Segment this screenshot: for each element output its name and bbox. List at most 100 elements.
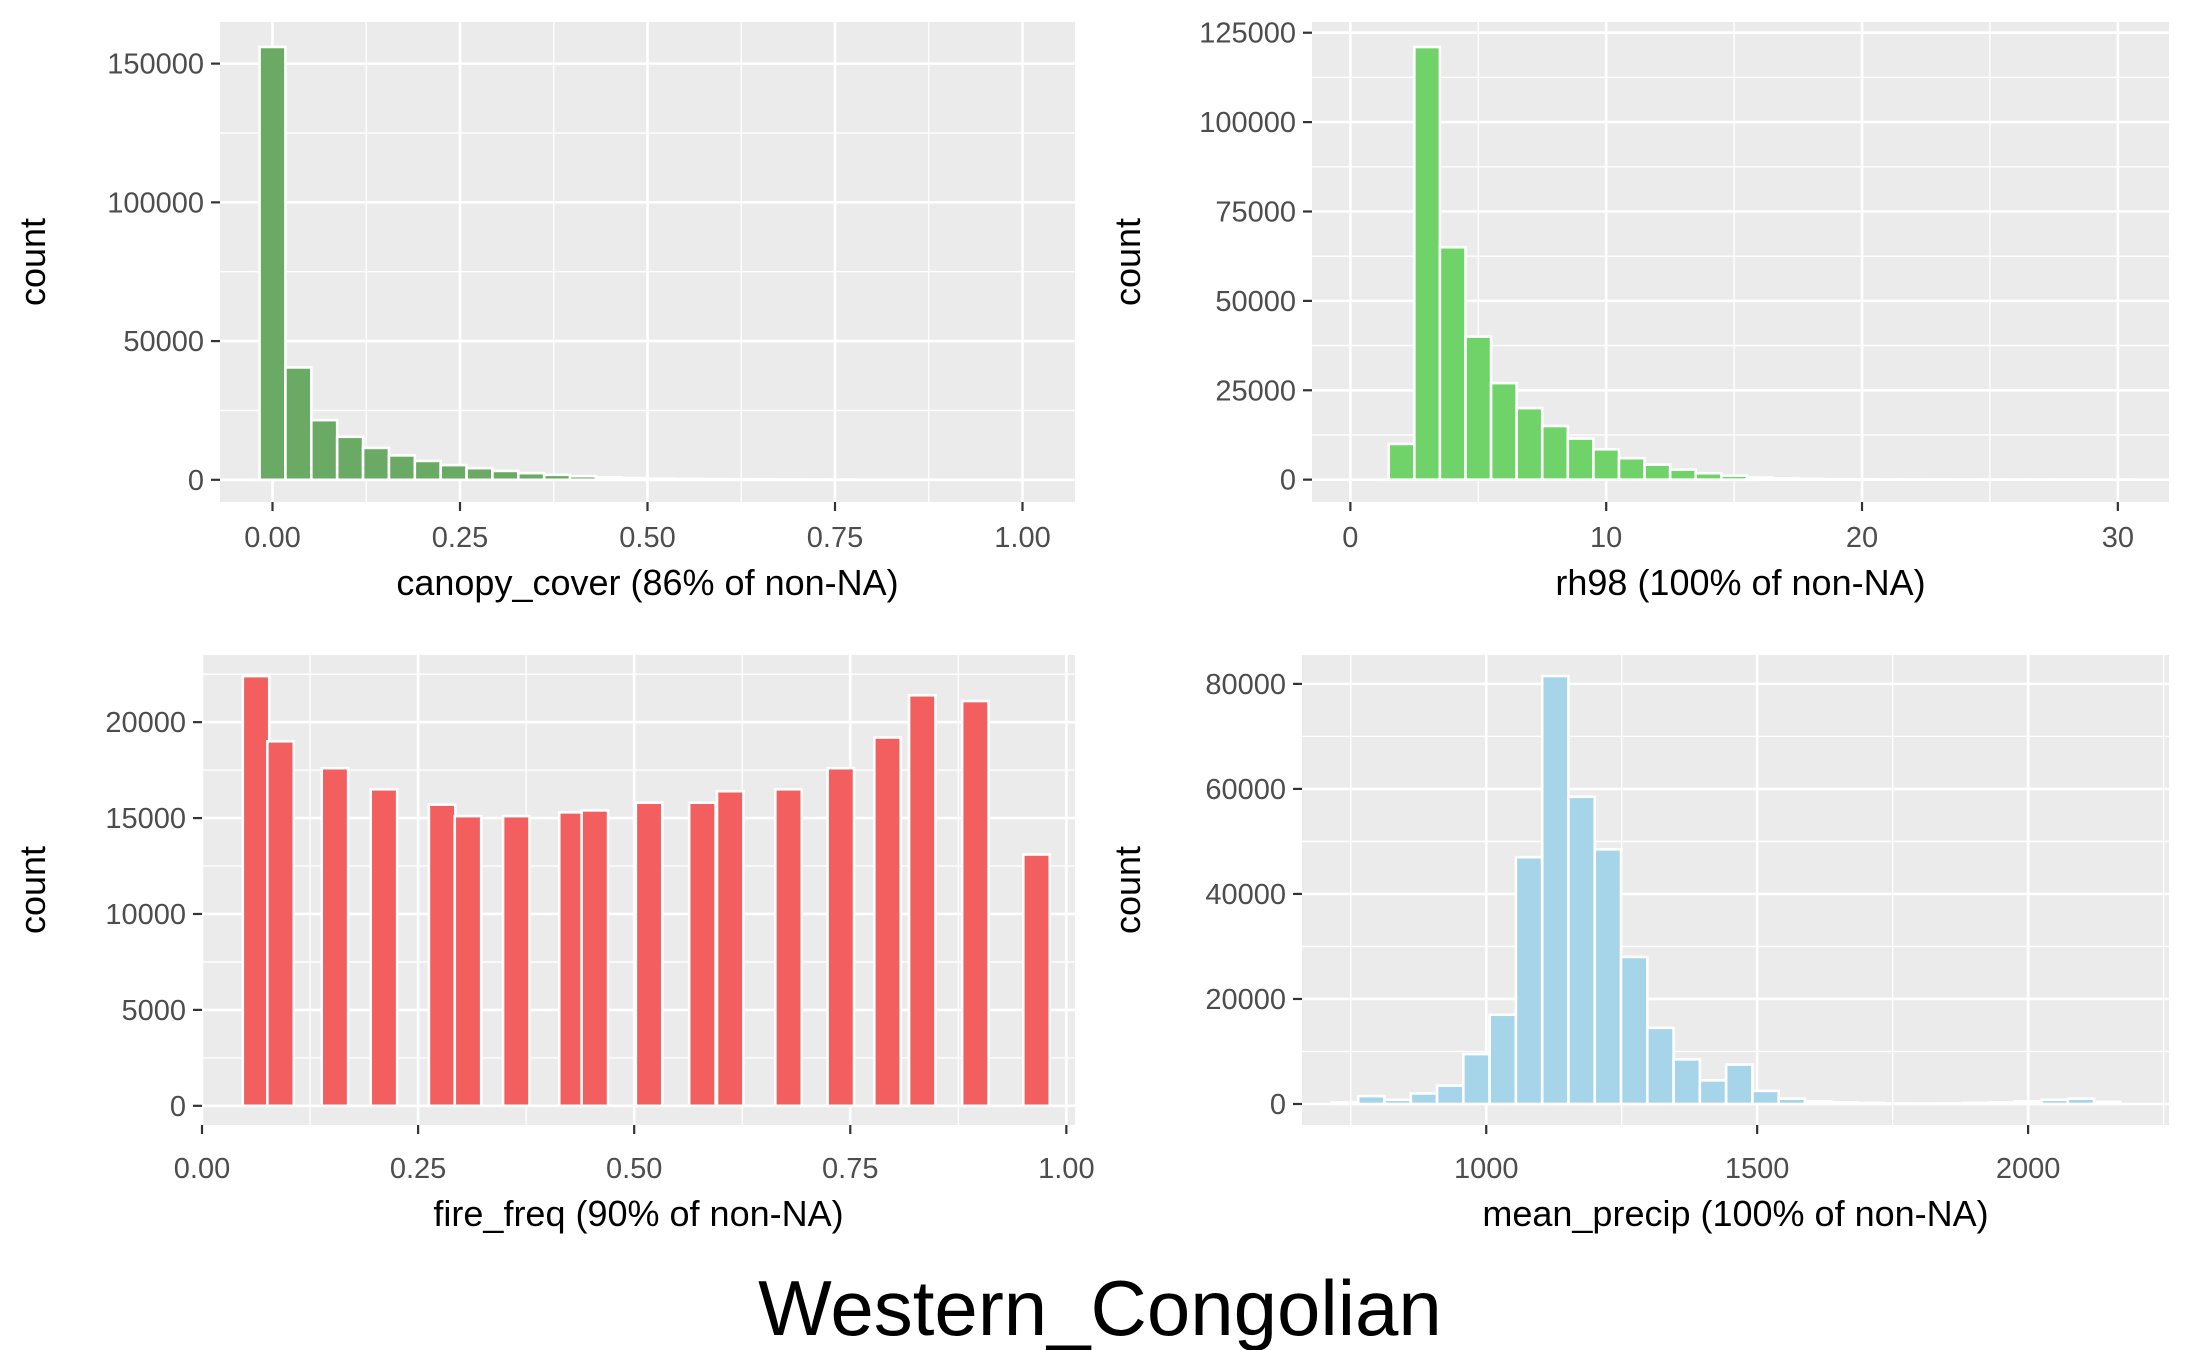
bar-fire-freq: [687, 801, 717, 1108]
bar-mean-precip: [2013, 1100, 2043, 1106]
y-axis-title: count: [1107, 846, 1148, 934]
bar-mean-precip: [1803, 1100, 1833, 1106]
y-tick-label: 20000: [1205, 984, 1286, 1016]
bar-rh98: [1464, 335, 1493, 481]
bar-canopy-cover: [594, 476, 624, 482]
y-tick-label: 0: [1270, 1089, 1286, 1121]
y-tick-label: 15000: [105, 803, 186, 835]
bar-fire-freq: [266, 740, 296, 1108]
bar-mean-precip: [1829, 1101, 1859, 1106]
y-tick-label: 100000: [107, 187, 204, 219]
bar-mean-precip: [1751, 1089, 1781, 1106]
panel-mean-precip: 1000 1500 2000020000400006000080000mean_pr…: [1107, 655, 2169, 1234]
bar-mean-precip: [2040, 1098, 2070, 1106]
x-tick-label: 10: [1590, 522, 1622, 554]
y-tick-label: 10000: [105, 899, 186, 931]
bar-canopy-cover: [724, 477, 753, 482]
bar-mean-precip: [1619, 955, 1649, 1106]
x-tick-label: 0.00: [174, 1153, 230, 1185]
bar-mean-precip: [1961, 1101, 1991, 1106]
x-tick-label: 1.00: [1038, 1153, 1094, 1185]
x-tick-label: 0.50: [619, 522, 675, 554]
x-axis-title: rh98 (100% of non-NA): [1555, 562, 1925, 603]
bar-mean-precip: [1488, 1013, 1518, 1106]
bar-canopy-cover: [413, 459, 442, 482]
bar-rh98: [1694, 471, 1723, 481]
bar-mean-precip: [1698, 1079, 1728, 1106]
x-tick-label: 1500: [1725, 1153, 1790, 1185]
y-tick-label: 25000: [1215, 375, 1296, 407]
bar-canopy-cover: [517, 471, 546, 482]
bar-canopy-cover: [310, 418, 339, 482]
x-tick-label: 2000: [1996, 1153, 2061, 1185]
y-axis-title: count: [1107, 218, 1148, 306]
figure-title: Western_Congolian: [758, 1264, 1442, 1350]
x-tick-label: 0.50: [606, 1153, 662, 1185]
y-tick-label: 40000: [1205, 879, 1286, 911]
bar-fire-freq: [427, 803, 457, 1108]
y-tick-label: 60000: [1205, 774, 1286, 806]
y-tick-label: 0: [1280, 465, 1296, 497]
y-axis-title: count: [12, 846, 53, 934]
x-tick-label: 0: [1342, 522, 1358, 554]
y-tick-label: 50000: [123, 326, 204, 358]
bar-canopy-cover: [439, 463, 468, 482]
bar-rh98: [1413, 45, 1442, 481]
panel-rh98: 0 10 20 30 0 25000 50000 75000 100000 125000 rh98 …: [1107, 18, 2169, 603]
bar-canopy-cover: [672, 477, 701, 482]
y-tick-label: 80000: [1205, 669, 1286, 701]
bar-mean-precip: [1856, 1101, 1886, 1106]
bar-rh98: [1771, 477, 1800, 481]
bar-mean-precip: [1409, 1092, 1439, 1106]
bar-mean-precip: [1882, 1102, 1912, 1106]
bar-canopy-cover: [620, 476, 649, 482]
y-tick-label: 0: [170, 1091, 186, 1123]
bar-rh98: [1796, 477, 1825, 481]
y-tick-label: 0: [188, 465, 204, 497]
panel-fire-freq: 0.00 0.25 0.50 0.75 1.00 0 5000 10000 15000 20000…: [12, 655, 1095, 1234]
bar-fire-freq: [872, 736, 903, 1108]
bar-rh98: [1540, 424, 1570, 481]
bar-fire-freq: [453, 814, 483, 1108]
bar-rh98: [1566, 437, 1595, 481]
y-tick-label: 20000: [105, 707, 186, 739]
bar-mean-precip: [1356, 1094, 1386, 1106]
x-tick-label: 0.75: [807, 522, 863, 554]
bar-canopy-cover: [335, 435, 365, 482]
x-tick-label: 0.25: [390, 1153, 446, 1185]
bar-canopy-cover: [361, 446, 391, 482]
x-tick-label: 0.00: [244, 522, 300, 554]
x-tick-label: 30: [2102, 522, 2134, 554]
x-tick-label: 1.00: [994, 522, 1050, 554]
bar-canopy-cover: [568, 474, 598, 482]
bar-mean-precip: [1540, 674, 1570, 1106]
bar-rh98: [1643, 463, 1672, 481]
bar-mean-precip: [1330, 1101, 1360, 1106]
bar-mean-precip: [1593, 848, 1623, 1106]
x-tick-label: 1000: [1454, 1153, 1519, 1185]
bar-rh98: [1720, 474, 1749, 481]
bar-mean-precip: [1383, 1098, 1413, 1106]
bar-fire-freq: [960, 699, 990, 1108]
panel-canopy-cover: 0.00 0.25 0.50 0.75 1.00 0 50000 100000 150000 ca…: [12, 22, 1075, 603]
bar-mean-precip: [1435, 1084, 1465, 1106]
plot-background: [1302, 655, 2169, 1125]
bar-mean-precip: [1724, 1063, 1754, 1106]
bar-mean-precip: [1462, 1052, 1491, 1106]
bar-fire-freq: [715, 789, 745, 1108]
bar-fire-freq: [1022, 853, 1052, 1108]
y-tick-label: 150000: [107, 49, 204, 81]
bar-fire-freq: [501, 814, 531, 1108]
bar-canopy-cover: [258, 45, 287, 482]
x-axis-title: mean_precip (100% of non-NA): [1482, 1193, 1988, 1234]
bar-rh98: [1489, 381, 1518, 481]
bar-fire-freq: [241, 674, 271, 1108]
x-axis-title: fire_freq (90% of non-NA): [433, 1193, 843, 1234]
bar-mean-precip: [2066, 1097, 2096, 1106]
bar-fire-freq: [826, 766, 856, 1108]
y-tick-label: 125000: [1199, 18, 1296, 50]
x-axis-title: canopy_cover (86% of non-NA): [396, 562, 898, 603]
y-tick-label: 5000: [121, 995, 186, 1027]
bar-mean-precip: [1777, 1097, 1807, 1106]
bar-mean-precip: [1567, 795, 1597, 1106]
